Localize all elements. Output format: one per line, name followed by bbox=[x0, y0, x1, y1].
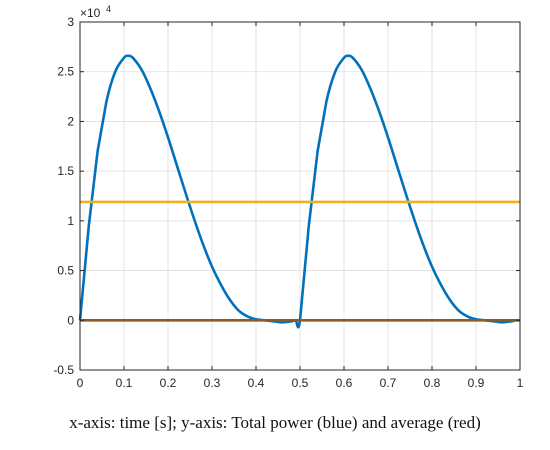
power-chart: 0 0.1 0.2 0.3 0.4 0.5 0.6 0.7 0.8 0.9 1-0.500.511.… bbox=[53, 4, 523, 390]
x-tick-label: 0.9 bbox=[468, 376, 485, 390]
x-tick-label: 0.1 bbox=[116, 376, 133, 390]
x-tick-label: 0.7 bbox=[380, 376, 397, 390]
figure-caption: x-axis: time [s]; y-axis: Total power (b… bbox=[69, 413, 481, 432]
y-tick-label: 0 bbox=[67, 313, 74, 327]
tick-labels: 0 0.1 0.2 0.3 0.4 0.5 0.6 0.7 0.8 0.9 1-0.500.511.… bbox=[53, 15, 523, 390]
y-tick-label: 1.5 bbox=[57, 164, 74, 178]
y-tick-label: 1 bbox=[67, 214, 74, 228]
y-tick-label: 3 bbox=[67, 15, 74, 29]
y-exponent-power: 4 bbox=[106, 4, 111, 14]
x-tick-label: 0.5 bbox=[292, 376, 309, 390]
x-tick-label: 0.4 bbox=[248, 376, 265, 390]
x-tick-label: 0.8 bbox=[424, 376, 441, 390]
x-tick-label: 0 bbox=[77, 376, 84, 390]
y-tick-label: -0.5 bbox=[53, 363, 74, 377]
x-tick-label: 0.6 bbox=[336, 376, 353, 390]
y-exponent-base: ×10 bbox=[80, 6, 101, 20]
series-layer bbox=[78, 54, 521, 329]
x-tick-label: 0.2 bbox=[160, 376, 177, 390]
y-tick-label: 2.5 bbox=[57, 65, 74, 79]
y-tick-label: 0.5 bbox=[57, 264, 74, 278]
x-tick-label: 0.3 bbox=[204, 376, 221, 390]
y-tick-label: 2 bbox=[67, 114, 74, 128]
tick-marks bbox=[79, 21, 521, 371]
x-tick-label: 1 bbox=[517, 376, 524, 390]
